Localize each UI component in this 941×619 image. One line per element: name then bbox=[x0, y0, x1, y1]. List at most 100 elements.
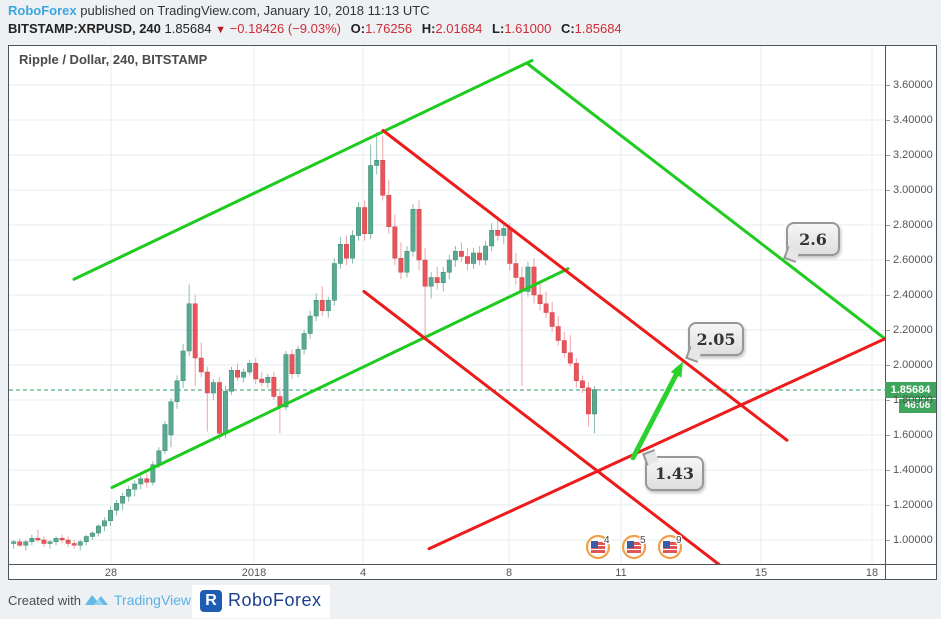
last-price: 1.85684 bbox=[164, 21, 212, 36]
publisher-link[interactable]: RoboForex bbox=[8, 3, 77, 18]
created-with-text: Created with bbox=[8, 593, 81, 608]
time-axis-label: 8 bbox=[505, 567, 513, 579]
price-callout-1.43[interactable]: 1.43 bbox=[642, 449, 704, 491]
candle-body bbox=[458, 251, 464, 257]
symbol-name[interactable]: BITSTAMP:XRPUSD, 240 bbox=[8, 21, 161, 36]
price-chart[interactable]: 4 5 9 bbox=[9, 46, 885, 564]
candle-body bbox=[295, 349, 301, 374]
candle-body bbox=[204, 371, 210, 394]
candle-body bbox=[392, 226, 398, 259]
price-axis-label: 3.40000 bbox=[893, 114, 933, 126]
time-axis-label: 4 bbox=[359, 567, 367, 579]
high-value: 2.01684 bbox=[435, 21, 483, 36]
candle-body bbox=[374, 160, 380, 166]
candle-body bbox=[471, 252, 476, 264]
candle-body bbox=[229, 370, 234, 392]
candle-body bbox=[95, 525, 101, 534]
roboforex-logo[interactable]: R RoboForex bbox=[192, 585, 330, 618]
price-tick-mark bbox=[886, 260, 890, 261]
publish-info: RoboForex published on TradingView.com, … bbox=[8, 3, 430, 18]
candle-body bbox=[513, 263, 519, 278]
green-arrow[interactable] bbox=[630, 361, 683, 461]
price-axis-label: 2.40000 bbox=[893, 289, 933, 301]
current-price-badge: 1.85684 bbox=[885, 382, 936, 399]
candle-body bbox=[410, 209, 416, 252]
price-callout-2.05[interactable]: 2.05 bbox=[685, 322, 744, 363]
candle-body bbox=[29, 538, 35, 542]
candle-body bbox=[174, 380, 180, 402]
candle-body bbox=[344, 244, 349, 259]
price-axis-label: 1.80000 bbox=[893, 394, 933, 406]
price-tick-mark bbox=[886, 470, 890, 471]
candle-body bbox=[592, 389, 597, 415]
candle-body bbox=[89, 532, 95, 537]
price-axis-label: 3.00000 bbox=[893, 184, 933, 196]
price-axis-divider bbox=[885, 46, 886, 579]
red-support-up[interactable] bbox=[427, 337, 885, 551]
candle-body bbox=[350, 235, 355, 259]
candle-body bbox=[216, 382, 222, 434]
price-tick-mark bbox=[886, 505, 890, 506]
economic-event-icon[interactable]: 4 bbox=[585, 534, 611, 560]
red-channel-top[interactable] bbox=[381, 129, 789, 442]
candle-body bbox=[362, 207, 368, 234]
candle-body bbox=[337, 244, 343, 264]
candle-body bbox=[271, 377, 277, 397]
time-axis-label: 28 bbox=[104, 567, 118, 579]
candle-body bbox=[573, 363, 579, 381]
candle-body bbox=[567, 352, 573, 364]
candle-body bbox=[428, 277, 434, 287]
bar-countdown-badge: 46:08 bbox=[899, 399, 936, 414]
candle-body bbox=[483, 245, 489, 261]
candle-body bbox=[168, 401, 174, 436]
candle-body bbox=[150, 464, 156, 483]
candle-body bbox=[331, 263, 337, 301]
candle-body bbox=[422, 259, 428, 287]
candle-body bbox=[555, 326, 561, 341]
candle-body bbox=[525, 266, 531, 292]
candle-body bbox=[543, 303, 549, 313]
candle-body bbox=[235, 370, 241, 378]
candle-body bbox=[398, 258, 404, 273]
candle-body bbox=[561, 340, 567, 353]
candle-body bbox=[507, 228, 513, 264]
candle-body bbox=[386, 195, 392, 227]
svg-text:9: 9 bbox=[676, 535, 682, 546]
svg-text:4: 4 bbox=[604, 535, 610, 546]
price-tick-mark bbox=[886, 400, 890, 401]
chart-legend[interactable]: Ripple / Dollar, 240, BITSTAMP bbox=[19, 52, 208, 67]
candle-body bbox=[307, 315, 313, 334]
green-channel-top[interactable] bbox=[72, 59, 534, 281]
open-value: 1.76256 bbox=[365, 21, 413, 36]
price-callout-2.6[interactable]: 2.6 bbox=[783, 222, 840, 263]
candle-body bbox=[77, 541, 83, 546]
roboforex-logo-text: RoboForex bbox=[228, 590, 322, 610]
price-axis-label: 2.20000 bbox=[893, 324, 933, 336]
candle-body bbox=[192, 303, 198, 359]
economic-event-icon[interactable]: 9 bbox=[657, 534, 683, 560]
candle-body bbox=[59, 538, 65, 541]
green-channel-bottom[interactable] bbox=[110, 267, 570, 489]
candle-body bbox=[253, 363, 259, 380]
low-value: 1.61000 bbox=[504, 21, 552, 36]
candle-body bbox=[416, 209, 422, 261]
price-axis-label: 2.00000 bbox=[893, 359, 933, 371]
candle-body bbox=[132, 483, 138, 490]
candle-body bbox=[210, 382, 216, 394]
tradingview-link[interactable]: TradingView bbox=[114, 592, 192, 608]
green-resistance-down[interactable] bbox=[526, 62, 885, 341]
time-axis-label: 18 bbox=[865, 567, 879, 579]
price-axis-label: 1.60000 bbox=[893, 429, 933, 441]
footer: Created with TradingView R RoboForex bbox=[0, 585, 941, 619]
price-axis-label: 3.20000 bbox=[893, 149, 933, 161]
candle-body bbox=[368, 165, 374, 234]
candle-body bbox=[114, 503, 119, 511]
candle-body bbox=[108, 510, 113, 521]
candle-body bbox=[289, 354, 295, 374]
price-axis-label: 1.00000 bbox=[893, 534, 933, 546]
time-axis-label: 15 bbox=[754, 567, 768, 579]
candle-body bbox=[138, 478, 144, 485]
economic-event-icon[interactable]: 5 bbox=[621, 534, 647, 560]
red-channel-bottom[interactable] bbox=[362, 290, 721, 565]
